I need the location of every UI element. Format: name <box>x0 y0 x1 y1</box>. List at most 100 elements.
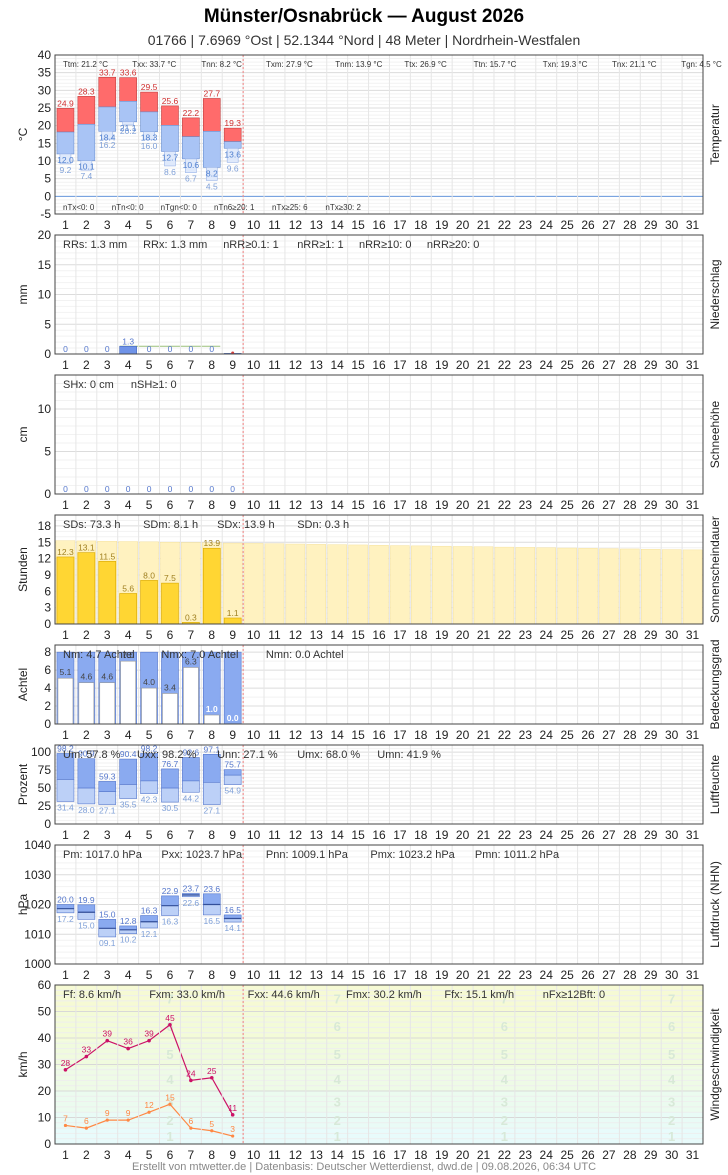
y-tick-label: 0 <box>44 717 51 731</box>
temp-min-label: 10.1 <box>78 162 95 172</box>
y-tick-label: 50 <box>38 781 52 795</box>
cloud-label: 5.1 <box>60 667 72 677</box>
wind-gust-label: 45 <box>165 1013 175 1023</box>
pressure-max-label: 15.0 <box>99 909 116 919</box>
x-tick-label: 2 <box>83 628 90 642</box>
panel-humidity: 98.2 31.4 90.9 28.0 59.3 27.1 90.4 35.5 98.2 42.3… <box>16 743 722 842</box>
x-tick-label: 15 <box>351 628 365 642</box>
y-tick-label: 6 <box>44 663 51 677</box>
wind-gust-point <box>230 1113 235 1117</box>
x-tick-label: 28 <box>623 728 637 742</box>
temp-ground-label: 4.5 <box>206 181 218 191</box>
x-tick-label: 23 <box>519 628 533 642</box>
humidity-min-label: 35.5 <box>120 800 137 810</box>
pressure-min-label: 17.2 <box>57 914 74 924</box>
x-tick-label: 28 <box>623 218 637 232</box>
humidity-max-label: 98.2 <box>57 743 74 753</box>
cloud-label: 4.6 <box>101 672 113 682</box>
humidity-lower-bar <box>77 787 96 805</box>
x-tick-label: 14 <box>331 628 345 642</box>
x-tick-label: 9 <box>229 498 236 512</box>
beaufort-label: 6 <box>668 1019 675 1034</box>
x-tick-label: 12 <box>289 1148 303 1162</box>
pressure-lower-bar <box>56 908 75 914</box>
wind-gust-point <box>147 1038 151 1043</box>
wind-gust-point <box>168 1022 172 1027</box>
cloud-cover-bar <box>203 714 220 725</box>
stat-value: Pm: 1017.0 hPa <box>63 849 143 861</box>
x-tick-label: 19 <box>435 218 449 232</box>
x-tick-label: 10 <box>247 498 261 512</box>
sunshine-label: 5.6 <box>122 583 134 593</box>
x-tick-label: 2 <box>83 968 90 982</box>
humidity-max-label: 59.3 <box>99 771 116 781</box>
stat-value: Txn: 19.3 °C <box>543 60 588 69</box>
humidity-upper-bar <box>161 768 179 789</box>
x-tick-label: 13 <box>310 358 324 372</box>
sunshine-label: 13.9 <box>204 538 221 548</box>
plot-frame <box>54 374 704 495</box>
x-tick-label: 14 <box>331 498 345 512</box>
humidity-upper-bar <box>182 757 200 782</box>
x-tick-label: 4 <box>125 218 132 232</box>
temp-min-label: 21.1 <box>120 123 137 133</box>
x-tick-label: 6 <box>167 498 174 512</box>
stat-value: Ttm: 21.2 °C <box>63 60 108 69</box>
precip-label: 0 <box>63 344 68 354</box>
x-tick-label: 22 <box>498 498 512 512</box>
y-tick-label: 0 <box>44 1137 51 1151</box>
stat-value: Umn: 41.9 % <box>377 749 441 761</box>
x-tick-label: 27 <box>602 1148 616 1162</box>
stat-value: Nmx: 7.0 Achtel <box>161 649 238 661</box>
wind-mean-point <box>105 1118 109 1122</box>
x-tick-label: 10 <box>247 828 261 842</box>
humidity-upper-bar <box>119 758 137 785</box>
cloud-cover-bar <box>57 677 74 725</box>
x-tick-label: 2 <box>83 498 90 512</box>
x-tick-label: 25 <box>560 1148 574 1162</box>
temp-ground-label: 7.4 <box>80 171 92 181</box>
x-tick-label: 18 <box>414 828 428 842</box>
x-tick-label: 8 <box>208 828 215 842</box>
possible-sunshine-bar <box>306 544 326 625</box>
x-tick-label: 10 <box>247 968 261 982</box>
wind-gust-label: 28 <box>61 1058 71 1068</box>
x-tick-label: 17 <box>393 828 407 842</box>
y-tick-label: 20 <box>38 1084 52 1098</box>
x-tick-label: 14 <box>331 218 345 232</box>
possible-sunshine-bar <box>661 549 682 625</box>
x-tick-label: 1 <box>62 828 69 842</box>
y-tick-label: 9 <box>44 568 51 582</box>
x-tick-label: 27 <box>602 358 616 372</box>
x-tick-label: 22 <box>498 1148 512 1162</box>
x-tick-label: 17 <box>393 218 407 232</box>
y-tick-label: -5 <box>40 207 51 221</box>
wind-mean-point <box>231 1134 235 1138</box>
x-tick-label: 27 <box>602 498 616 512</box>
humidity-lower-bar <box>223 774 242 785</box>
x-tick-label: 1 <box>62 498 69 512</box>
y-tick-label: 25 <box>38 101 52 115</box>
x-tick-label: 13 <box>310 218 324 232</box>
temp-max-bar <box>98 76 117 108</box>
temp-ground-label: 6.7 <box>185 174 197 184</box>
x-tick-label: 25 <box>560 968 574 982</box>
panel-pressure: 20.0 17.2 19.9 15.0 15.0 09.1 12.8 10.2 16.3 12.1… <box>16 838 722 982</box>
temp-min-bar <box>56 131 75 155</box>
snow-label: 0 <box>189 484 194 494</box>
x-tick-label: 4 <box>125 498 132 512</box>
x-tick-label: 1 <box>62 218 69 232</box>
y-axis-label: mm <box>16 285 30 305</box>
pressure-lower-bar <box>140 921 158 929</box>
temp-min-label: 18.4 <box>99 132 116 142</box>
possible-sunshine-bar <box>620 548 640 625</box>
beaufort-label: 2 <box>668 1113 675 1128</box>
x-tick-label: 12 <box>289 498 303 512</box>
beaufort-label: 1 <box>334 1129 341 1144</box>
wind-mean-point <box>63 1123 68 1128</box>
stat-value: nTx≥25: 6 <box>272 203 308 212</box>
stat-value: SDm: 8.1 h <box>143 519 198 531</box>
x-tick-label: 25 <box>560 358 574 372</box>
temp-ground-bar <box>205 167 218 181</box>
